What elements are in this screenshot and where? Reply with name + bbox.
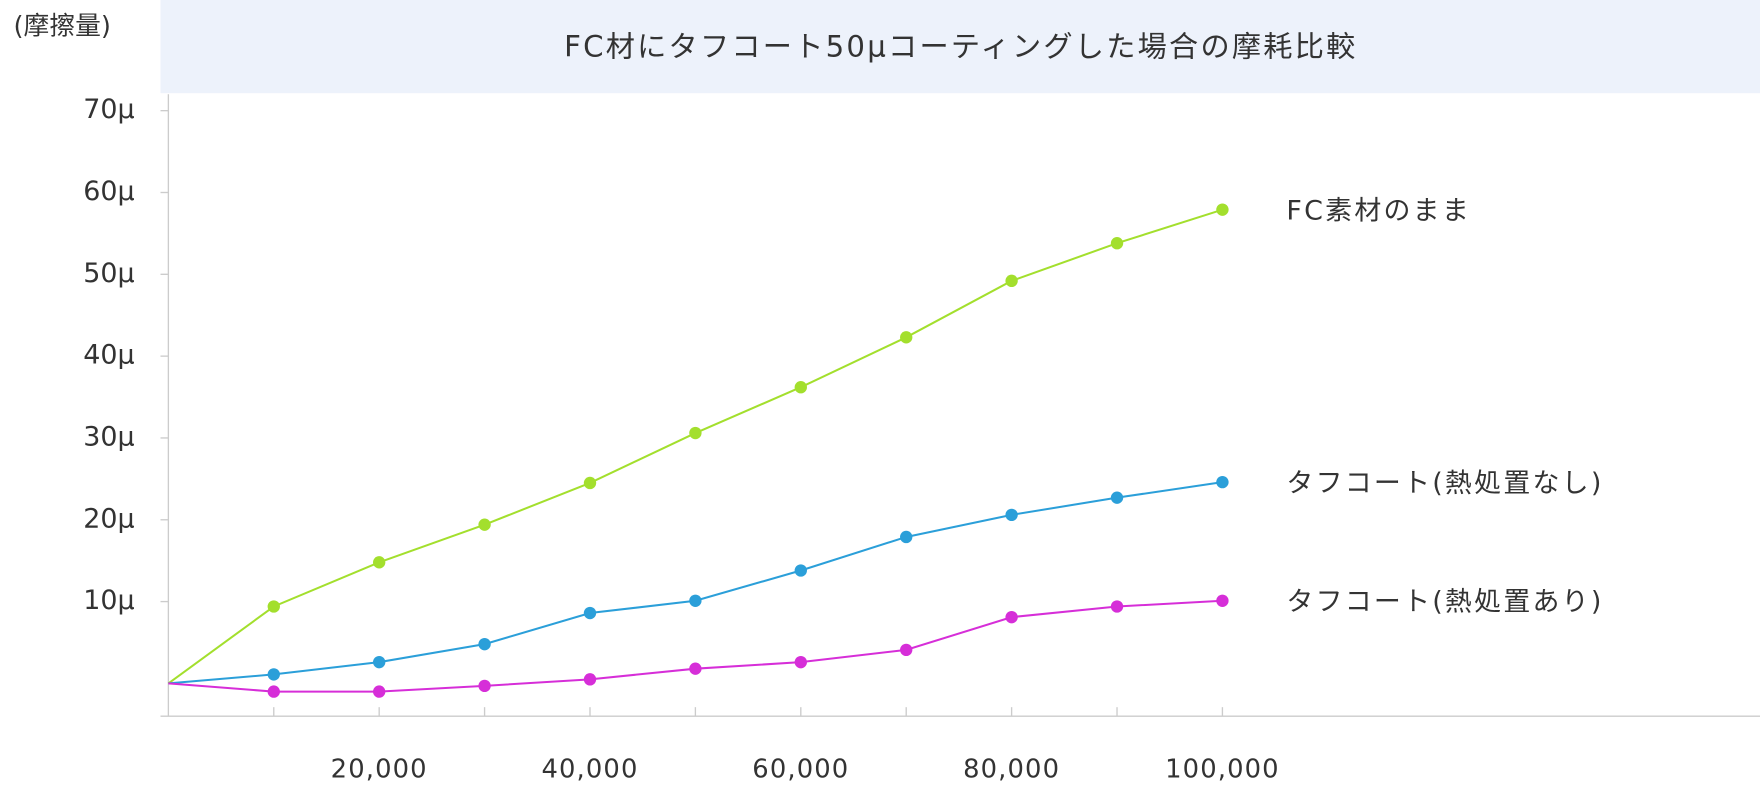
x-tick-label: 100,000 — [1165, 755, 1280, 785]
data-point — [1005, 274, 1018, 288]
series-line — [168, 599, 1223, 693]
data-point — [373, 685, 386, 698]
data-point — [583, 673, 597, 686]
data-point — [1005, 610, 1018, 624]
data-point — [689, 594, 702, 607]
data-point — [478, 679, 491, 693]
series-label: FC素材のまま — [1286, 195, 1471, 226]
data-point — [583, 606, 597, 620]
data-point — [689, 426, 702, 440]
data-point — [1110, 237, 1124, 250]
title-band — [160, 0, 1760, 94]
data-point — [478, 637, 491, 651]
data-point — [373, 556, 386, 569]
data-point — [794, 381, 807, 394]
y-tick-label: 30μ — [83, 421, 134, 452]
data-point — [583, 476, 597, 490]
data-point — [1005, 508, 1018, 522]
y-tick-label: 60μ — [83, 176, 134, 207]
data-point — [267, 600, 280, 613]
data-point — [900, 530, 913, 544]
data-point — [1216, 203, 1229, 216]
data-point — [1216, 475, 1229, 489]
data-point — [1110, 600, 1124, 613]
data-point — [900, 331, 913, 344]
data-point — [267, 685, 280, 698]
y-tick-label: 20μ — [83, 503, 134, 534]
data-point — [689, 662, 702, 675]
y-tick-label: 40μ — [83, 340, 134, 371]
data-point — [267, 668, 280, 681]
x-tick-label: 80,000 — [963, 755, 1060, 785]
y-tick-label: 10μ — [83, 585, 134, 616]
data-point — [478, 518, 491, 531]
y-axis-label: (摩擦量) — [13, 11, 111, 41]
series-label: タフコート(熱処置なし) — [1286, 468, 1603, 499]
x-tick-label: 60,000 — [752, 755, 849, 785]
data-point — [1216, 594, 1229, 607]
y-tick-label: 50μ — [83, 258, 134, 289]
series-label: タフコート(熱処置あり) — [1286, 587, 1603, 618]
data-point — [1110, 491, 1124, 504]
data-point — [900, 643, 913, 657]
data-point — [373, 655, 386, 669]
series-line — [168, 481, 1223, 685]
data-point — [794, 564, 807, 577]
x-tick-label: 20,000 — [331, 755, 428, 785]
data-point — [794, 655, 807, 669]
chart-title: FC材にタフコート50μコーティングした場合の摩耗比較 — [564, 29, 1357, 63]
x-tick-label: 40,000 — [541, 755, 638, 785]
y-tick-label: 70μ — [83, 94, 134, 125]
